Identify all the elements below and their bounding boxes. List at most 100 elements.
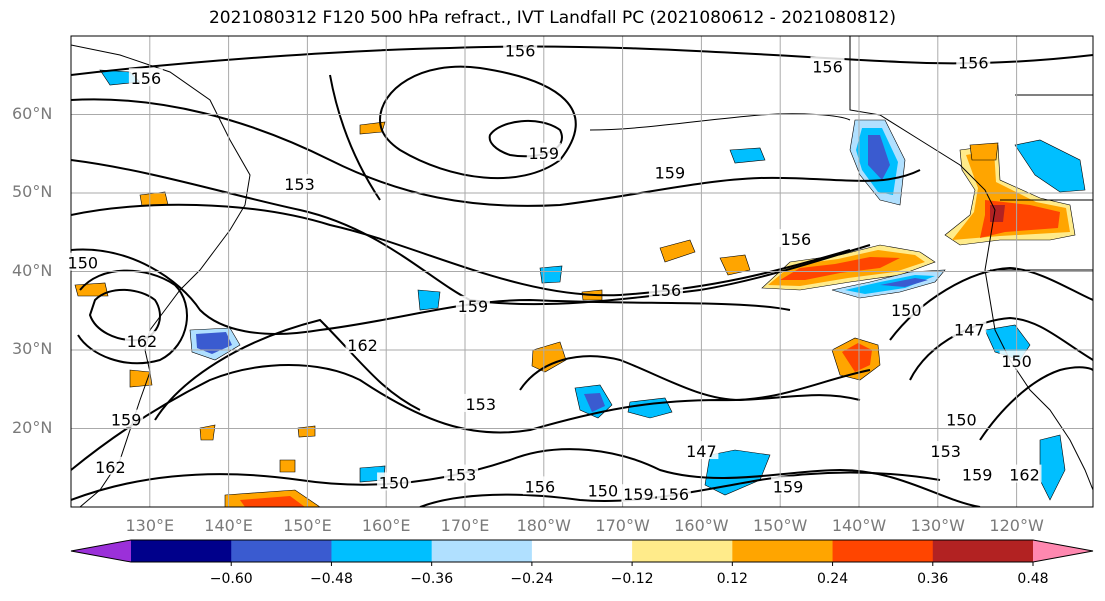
- positive-anomaly-patch: [969, 142, 999, 161]
- contour-line: [71, 203, 851, 297]
- contour-label-bg: [944, 409, 979, 428]
- lon-label: 130°E: [125, 516, 175, 535]
- contour-line: [77, 269, 188, 365]
- contour-label: 147: [954, 320, 985, 339]
- contour-label: 156: [505, 42, 536, 61]
- positive-anomaly-patch: [199, 424, 216, 441]
- contour-label: 150: [68, 254, 99, 273]
- contour-label-bg: [377, 472, 412, 491]
- contour-label-bg: [771, 476, 806, 495]
- contour-line: [71, 45, 1093, 76]
- lat-label-20n: 20°N: [12, 418, 53, 437]
- contour-label-bg: [889, 299, 924, 318]
- negative-anomaly-patch: [539, 265, 563, 284]
- contour-line: [71, 98, 921, 207]
- positive-anomaly-patch: [780, 257, 900, 280]
- contour-label: 162: [95, 458, 126, 477]
- contour-line: [979, 366, 1093, 441]
- lat-label-50n: 50°N: [12, 182, 53, 201]
- contour-label: 153: [284, 175, 315, 194]
- contour-label-bg: [648, 280, 683, 299]
- contour-label: 156: [131, 69, 162, 88]
- contour-label: 153: [465, 395, 496, 414]
- negative-anomaly-patch: [880, 278, 928, 287]
- contour-label-bg: [65, 252, 100, 271]
- positive-anomaly-patch: [129, 369, 153, 388]
- colorbar-segment: [131, 540, 232, 562]
- colorbar-tick-label: −0.24: [510, 571, 554, 587]
- contour-label-bg: [621, 484, 656, 503]
- contour-label: 153: [930, 442, 961, 461]
- contour-label: 156: [659, 485, 690, 504]
- contour-label-bg: [463, 393, 498, 412]
- contour-line: [88, 288, 161, 342]
- contour-label: 159: [623, 485, 654, 504]
- colorbar: [70, 539, 1094, 566]
- contour-label-bg: [956, 52, 991, 71]
- contour-label-bg: [952, 319, 987, 338]
- contour-label-bg: [282, 174, 317, 193]
- contour-label-bg: [455, 295, 490, 314]
- colorbar-segment: [632, 540, 733, 562]
- positive-anomaly-patch: [279, 459, 296, 473]
- lat-label-60n: 60°N: [12, 104, 53, 123]
- contour-label-bg: [656, 484, 691, 503]
- colorbar-segment: [732, 540, 834, 562]
- colorbar-tick-label: 0.60: [1098, 571, 1105, 587]
- contour-label: 159: [458, 297, 489, 316]
- colorbar-segment: [531, 540, 633, 562]
- contour-label: 159: [962, 466, 993, 485]
- contour-label: 159: [773, 477, 804, 496]
- lon-label: 170°E: [440, 516, 490, 535]
- contour-line: [154, 318, 421, 421]
- colorbar-arrow-left-icon: [71, 540, 131, 562]
- coastline: [849, 36, 1093, 491]
- contour-label: 162: [127, 332, 158, 351]
- colorbar-tick-label: −0.12: [610, 571, 654, 587]
- contour-label-bg: [960, 464, 995, 483]
- colorbar-tick-label: −0.60: [209, 571, 253, 587]
- lon-label: 160°W: [674, 516, 729, 535]
- lon-label: 150°W: [753, 516, 808, 535]
- lon-label: 170°W: [595, 516, 650, 535]
- contour-label: 162: [1009, 466, 1040, 485]
- lat-label-40n: 40°N: [12, 261, 53, 280]
- colorbar-outline: [70, 539, 1094, 563]
- negative-anomaly-patch: [584, 393, 605, 412]
- positive-anomaly-patch: [240, 496, 305, 507]
- contour-label-bg: [522, 476, 557, 495]
- contour-label: 159: [111, 411, 142, 430]
- contour-label: 150: [946, 411, 977, 430]
- negative-anomaly-patch: [627, 397, 673, 419]
- colorbar-segment: [431, 540, 533, 562]
- negative-anomaly-patch: [417, 289, 441, 311]
- contour-line: [909, 316, 1093, 381]
- colorbar-tick-label: −0.36: [410, 571, 454, 587]
- negative-anomaly-patch: [729, 147, 766, 164]
- colorbar-segment: [832, 540, 934, 562]
- contour-label-bg: [526, 142, 561, 161]
- contour-label-bg: [124, 331, 159, 350]
- contour-label-bg: [93, 456, 128, 475]
- map-title: 2021080312 F120 500 hPa refract., IVT La…: [208, 8, 896, 28]
- contour-label: 156: [781, 230, 812, 249]
- positive-anomaly-patch: [990, 205, 1005, 222]
- negative-anomaly-patch: [1039, 434, 1066, 501]
- contour-label-bg: [503, 40, 538, 59]
- contour-label: 162: [347, 336, 378, 355]
- lon-label: 140°E: [204, 516, 253, 535]
- contour-label-bg: [928, 441, 963, 460]
- colorbar-tick-label: 0.24: [816, 571, 849, 587]
- contour-line: [378, 65, 577, 180]
- lon-label: 180°W: [516, 516, 571, 535]
- colorbar-tick-label: 0.36: [917, 571, 949, 587]
- contour-label-bg: [810, 56, 845, 75]
- contour-label: 156: [812, 57, 843, 76]
- contour-label: 150: [379, 473, 410, 492]
- contour-label-bg: [128, 68, 163, 87]
- map-frame: [70, 35, 1094, 508]
- contour-label: 150: [1001, 352, 1032, 371]
- contour-line: [71, 248, 791, 335]
